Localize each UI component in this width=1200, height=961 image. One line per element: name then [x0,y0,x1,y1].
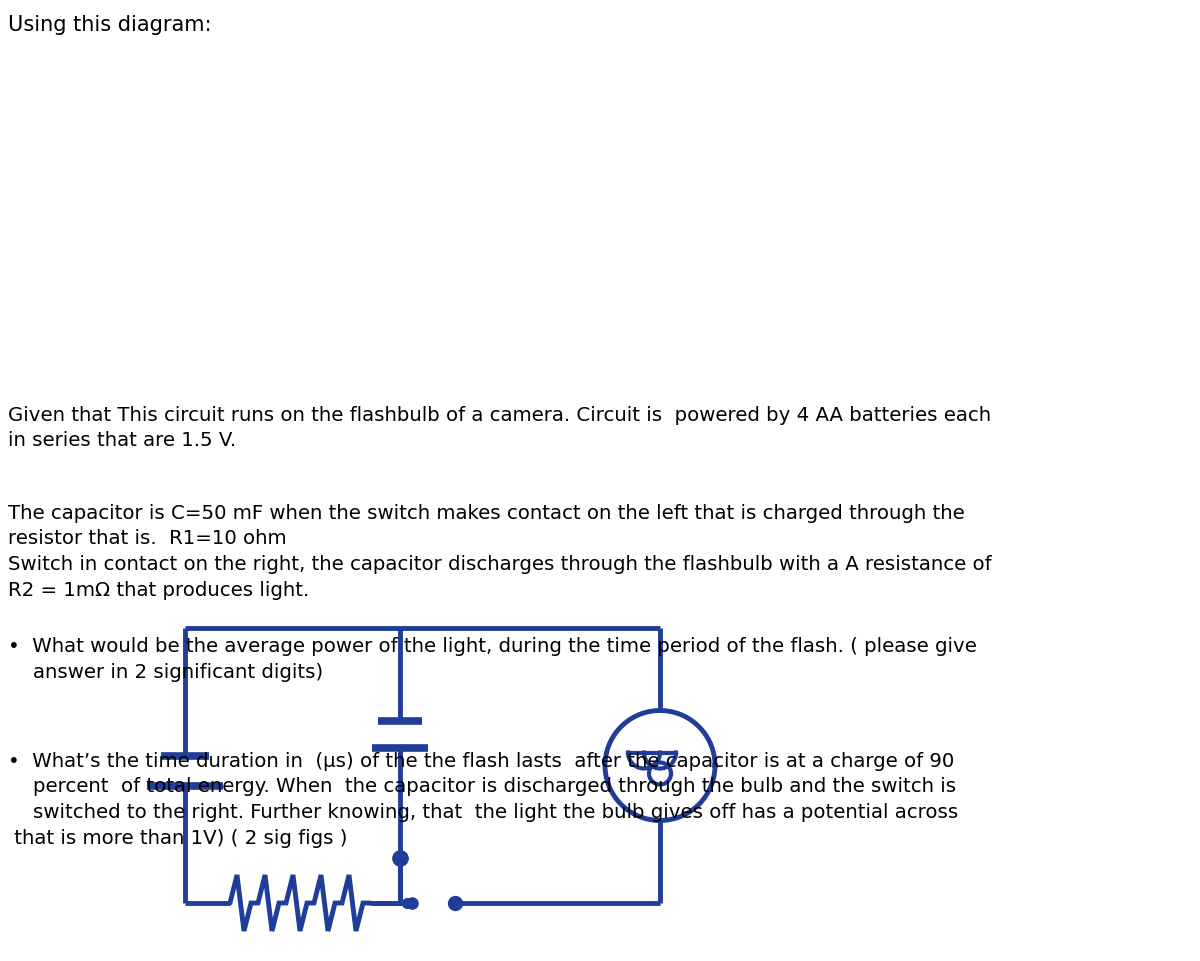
Text: •  What’s the time duration in  (μs) of the the flash lasts  after the capacitor: • What’s the time duration in (μs) of th… [8,752,959,848]
Text: Given that This circuit runs on the flashbulb of a camera. Circuit is  powered b: Given that This circuit runs on the flas… [8,406,991,451]
Text: •  What would be the average power of the light, during the time period of the f: • What would be the average power of the… [8,637,977,682]
Text: The capacitor is C=50 mF when the switch makes contact on the left that is charg: The capacitor is C=50 mF when the switch… [8,504,991,600]
Text: Using this diagram:: Using this diagram: [8,15,211,35]
